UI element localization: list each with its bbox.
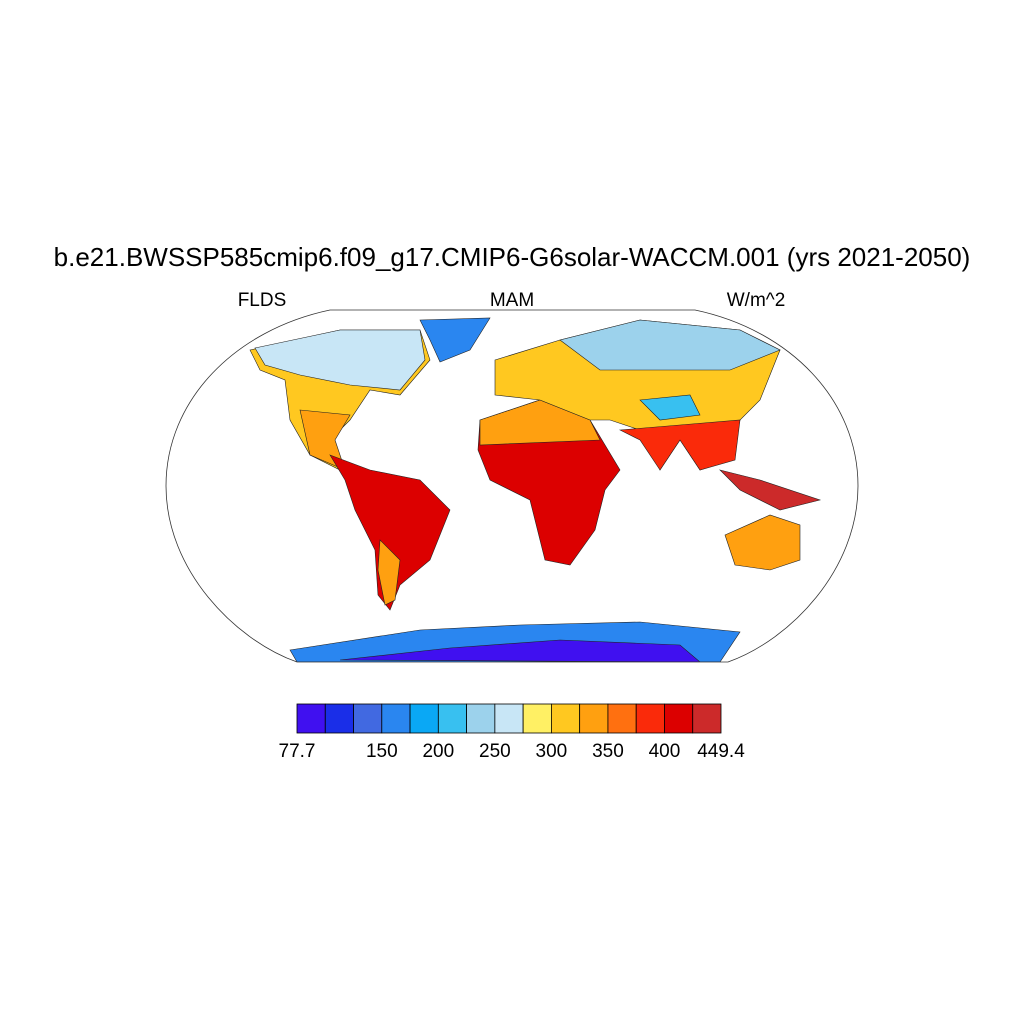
siberia [559, 319, 781, 371]
colorbar-box [437, 703, 468, 734]
colorbar-box [324, 703, 354, 734]
colorbar-box [692, 703, 722, 734]
colorbar-label: 400 [649, 741, 681, 762]
colorbar-box [296, 703, 326, 734]
land [249, 317, 822, 662]
canada [254, 329, 426, 391]
colorbar-box [409, 703, 439, 734]
colorbar-label: 300 [536, 741, 568, 762]
colorbar-label: 350 [592, 741, 624, 762]
colorbar-box [664, 703, 694, 734]
indonesia [719, 469, 822, 511]
colorbar-box [607, 703, 637, 734]
colorbar-box [579, 703, 609, 734]
map-outline [165, 309, 859, 663]
greenland [419, 317, 491, 363]
colorbar-box [522, 703, 552, 734]
colorbar: 77.7 150 200 250 300 350 400 449.4 [279, 703, 745, 762]
south-america-south [377, 539, 401, 606]
season-label: MAM [490, 290, 534, 311]
variable-label: FLDS [238, 290, 287, 311]
colorbar-box [635, 703, 665, 734]
colorbar-box [551, 703, 581, 734]
colorbar-box [494, 703, 524, 734]
usa-south [299, 409, 351, 471]
colorbar-label: 200 [422, 741, 454, 762]
australia [724, 514, 801, 571]
colorbar-box [466, 703, 496, 734]
colorbar-label: 150 [366, 741, 398, 762]
colorbar-label: 449.4 [697, 741, 745, 762]
colorbar-box [353, 703, 383, 734]
south-asia [618, 419, 741, 471]
tibet [639, 394, 701, 421]
title: b.e21.BWSSP585cmip6.f09_g17.CMIP6-G6sola… [54, 242, 971, 272]
map [165, 309, 859, 663]
colorbar-label: 77.7 [279, 741, 316, 762]
units-label: W/m^2 [727, 290, 786, 311]
sahara [479, 399, 601, 446]
colorbar-label: 250 [479, 741, 511, 762]
colorbar-box [381, 703, 411, 734]
